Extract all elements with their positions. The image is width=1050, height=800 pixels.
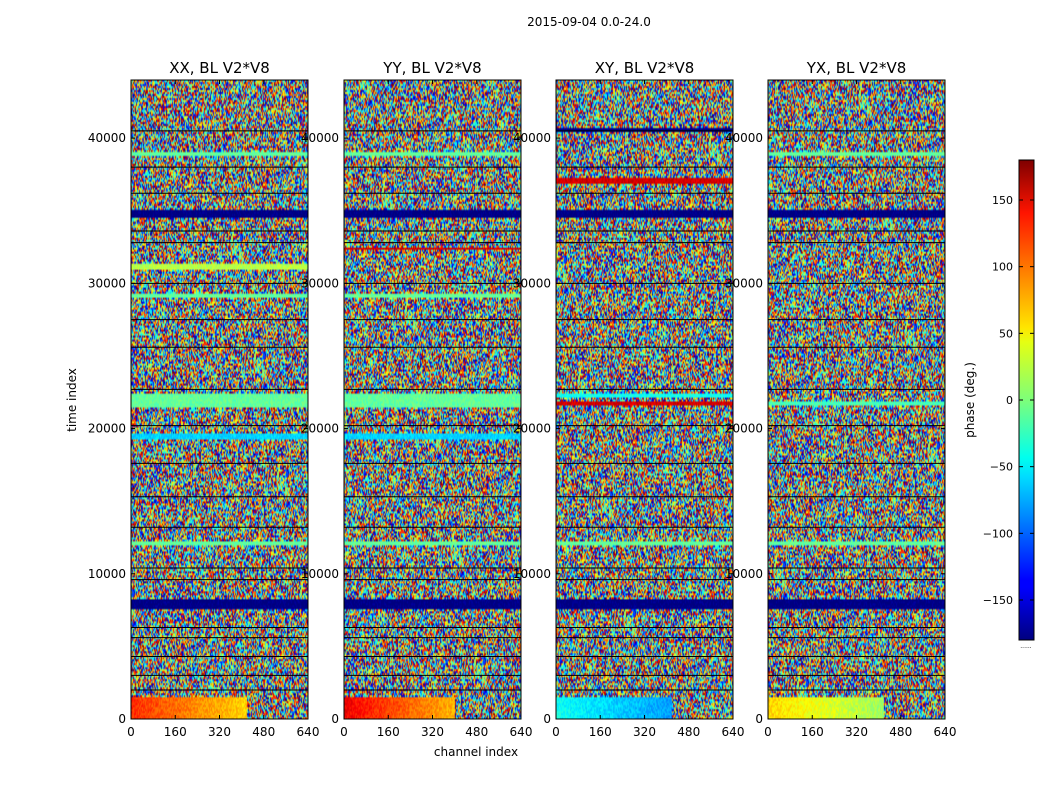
x-tick-label: 640: [934, 725, 957, 739]
y-tick-label: 30000: [88, 276, 126, 290]
y-tick-label: 0: [755, 712, 763, 726]
colorbar-tick-label: 150: [992, 194, 1013, 207]
panel-1-title: XX, BL V2*V8: [169, 59, 270, 77]
x-tick-label: 320: [633, 725, 656, 739]
colorbar-tick-label: −150: [983, 594, 1013, 607]
x-tick-label: 480: [465, 725, 488, 739]
panel-3-title: XY, BL V2*V8: [595, 59, 695, 77]
panel-2: YY, BL V2*V8 0 160 320 480 640 0 10000 20000 3000…: [301, 59, 533, 739]
colorbar: −150 −100 −50 0 50 100 150 phase (deg.) ......: [963, 159, 1035, 650]
y-tick-label: 40000: [513, 131, 551, 145]
y-tick-label: 30000: [725, 276, 763, 290]
y-tick-label: 20000: [725, 422, 763, 436]
x-tick-label: 160: [589, 725, 612, 739]
y-tick-label: 10000: [88, 567, 126, 581]
y-tick-label: 10000: [513, 567, 551, 581]
x-tick-label: 640: [722, 725, 745, 739]
panel-2-title: YY, BL V2*V8: [382, 59, 481, 77]
panel-4: YX, BL V2*V8 0 160 320 480 640 0 10000 20000 3000…: [725, 59, 957, 739]
y-tick-label: 20000: [88, 422, 126, 436]
y-axis-label: time index: [65, 368, 79, 432]
x-tick-label: 640: [297, 725, 320, 739]
colorbar-tick-label: 50: [999, 327, 1013, 340]
y-tick-label: 40000: [88, 131, 126, 145]
y-tick-label: 40000: [725, 131, 763, 145]
panel-1-heatmap: [131, 80, 308, 719]
panels-group: XX, BL V2*V8 0 160 320 480 640 0 10000 20000 3000…: [88, 59, 957, 739]
colorbar-label: phase (deg.): [963, 362, 977, 438]
x-tick-label: 480: [889, 725, 912, 739]
y-tick-label: 30000: [301, 276, 339, 290]
y-tick-label: 0: [331, 712, 339, 726]
x-tick-label: 320: [845, 725, 868, 739]
colorbar-extra-text: ......: [1020, 643, 1032, 650]
x-tick-label: 480: [252, 725, 275, 739]
y-tick-label: 20000: [301, 422, 339, 436]
x-tick-label: 0: [127, 725, 135, 739]
figure-title: 2015-09-04 0.0-24.0: [527, 15, 651, 29]
y-tick-label: 40000: [301, 131, 339, 145]
y-tick-label: 0: [118, 712, 126, 726]
panel-4-title: YX, BL V2*V8: [806, 59, 907, 77]
y-tick-label: 0: [543, 712, 551, 726]
x-tick-label: 0: [552, 725, 560, 739]
panel-1: XX, BL V2*V8 0 160 320 480 640 0 10000 20000 3000…: [88, 59, 320, 739]
colorbar-ticks: −150 −100 −50 0 50 100 150: [983, 194, 1034, 607]
y-tick-label: 10000: [725, 567, 763, 581]
x-tick-label: 480: [677, 725, 700, 739]
colorbar-tick-label: 100: [992, 261, 1013, 274]
panel-3-heatmap: [556, 80, 733, 719]
x-tick-label: 320: [208, 725, 231, 739]
x-axis-label: channel index: [434, 745, 518, 759]
colorbar-tick-label: −50: [990, 461, 1013, 474]
panel-4-heatmap: [768, 80, 945, 719]
x-tick-label: 0: [340, 725, 348, 739]
panel-2-heatmap: [344, 80, 521, 719]
x-tick-label: 320: [421, 725, 444, 739]
x-tick-label: 0: [764, 725, 772, 739]
panel-3: XY, BL V2*V8 0 160 320 480 640 0 10000 20000 3000…: [513, 59, 745, 739]
y-tick-label: 20000: [513, 422, 551, 436]
y-tick-label: 10000: [301, 567, 339, 581]
colorbar-tick-label: −100: [983, 527, 1013, 540]
x-tick-label: 160: [801, 725, 824, 739]
colorbar-tick-label: 0: [1006, 394, 1013, 407]
x-tick-label: 640: [510, 725, 533, 739]
x-tick-label: 160: [377, 725, 400, 739]
x-tick-label: 160: [164, 725, 187, 739]
y-tick-label: 30000: [513, 276, 551, 290]
